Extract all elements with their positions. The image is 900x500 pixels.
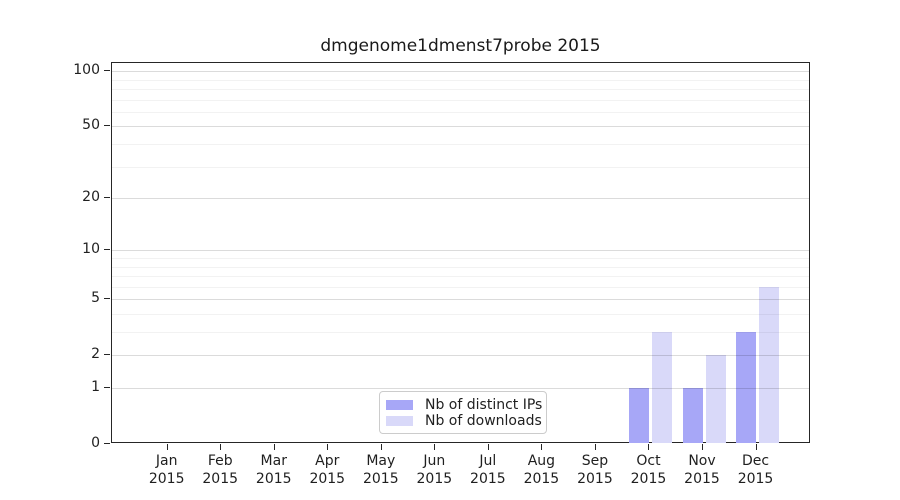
bars-layer bbox=[112, 63, 809, 443]
y-tick-mark bbox=[104, 387, 110, 388]
x-tick-label: Jan 2015 bbox=[148, 453, 185, 487]
y-tick-label: 5 bbox=[91, 290, 100, 307]
x-tick-mark bbox=[755, 444, 757, 450]
legend: Nb of distinct IPs Nb of downloads bbox=[379, 391, 547, 434]
x-tick-mark bbox=[702, 444, 703, 450]
x-tick-mark bbox=[648, 444, 650, 450]
minor-gridline bbox=[112, 99, 809, 101]
x-tick-label: Mar 2015 bbox=[255, 453, 292, 487]
x-tick-mark bbox=[273, 444, 275, 450]
legend-swatch-downloads bbox=[386, 415, 413, 426]
major-gridline bbox=[112, 71, 809, 73]
minor-gridline bbox=[112, 266, 809, 268]
y-tick-label: 2 bbox=[91, 346, 100, 363]
y-tick-mark bbox=[104, 197, 110, 199]
y-tick-mark bbox=[104, 354, 110, 356]
x-tick-label: Nov 2015 bbox=[684, 453, 720, 487]
legend-swatch-distinct-ips bbox=[386, 399, 413, 410]
major-gridline bbox=[112, 388, 809, 389]
legend-label-downloads: Nb of downloads bbox=[425, 412, 542, 429]
y-tick-mark bbox=[104, 70, 110, 72]
legend-item-distinct-ips: Nb of distinct IPs bbox=[386, 397, 542, 413]
x-tick-label: Apr 2015 bbox=[309, 453, 346, 487]
major-gridline bbox=[112, 198, 809, 200]
x-tick-mark bbox=[594, 444, 596, 450]
x-tick-mark bbox=[220, 444, 222, 450]
plot-area bbox=[111, 62, 810, 443]
minor-gridline bbox=[112, 79, 809, 81]
major-gridline bbox=[112, 299, 809, 301]
x-tick-mark bbox=[166, 444, 168, 450]
y-tick-label: 0 bbox=[91, 435, 100, 451]
x-tick-mark bbox=[434, 444, 436, 450]
minor-gridline bbox=[112, 286, 809, 288]
x-tick-label: Feb 2015 bbox=[202, 453, 239, 487]
y-tick-label: 10 bbox=[82, 241, 100, 258]
y-tick-label: 20 bbox=[82, 189, 100, 206]
y-tick-mark bbox=[104, 443, 110, 444]
bar-distinct-ips bbox=[628, 388, 649, 443]
minor-gridline bbox=[112, 258, 809, 259]
x-tick-label: Dec 2015 bbox=[737, 453, 774, 487]
chart-title: dmgenome1dmenst7probe 2015 bbox=[320, 36, 601, 56]
x-tick-label: Jun 2015 bbox=[416, 453, 453, 487]
x-tick-mark bbox=[487, 444, 489, 450]
y-tick-label: 1 bbox=[91, 379, 100, 395]
y-tick-label: 100 bbox=[73, 62, 100, 79]
bar-downloads bbox=[759, 286, 780, 443]
legend-label-distinct-ips: Nb of distinct IPs bbox=[425, 396, 543, 413]
x-tick-mark bbox=[541, 444, 543, 450]
bar-downloads bbox=[705, 355, 726, 443]
bar-distinct-ips bbox=[682, 388, 703, 443]
bar-downloads bbox=[651, 332, 672, 443]
legend-item-downloads: Nb of downloads bbox=[386, 413, 542, 429]
minor-gridline bbox=[112, 111, 809, 113]
minor-gridline bbox=[112, 313, 809, 315]
minor-gridline bbox=[112, 276, 809, 278]
minor-gridline bbox=[112, 166, 809, 168]
minor-gridline bbox=[112, 332, 809, 334]
y-tick-mark bbox=[104, 125, 110, 127]
x-tick-label: Oct 2015 bbox=[630, 453, 667, 487]
x-tick-label: Sep 2015 bbox=[577, 453, 613, 487]
y-tick-label: 50 bbox=[82, 117, 100, 134]
x-tick-mark bbox=[380, 444, 382, 450]
x-tick-label: Jul 2015 bbox=[470, 453, 506, 487]
major-gridline bbox=[112, 250, 809, 252]
major-gridline bbox=[112, 355, 809, 357]
grid-layer bbox=[112, 63, 809, 442]
x-tick-mark bbox=[327, 444, 329, 450]
x-tick-label: May 2015 bbox=[362, 453, 399, 487]
y-tick-mark bbox=[104, 249, 110, 251]
minor-gridline bbox=[112, 89, 809, 91]
major-gridline bbox=[112, 126, 809, 128]
y-tick-mark bbox=[104, 298, 110, 300]
bar-distinct-ips bbox=[736, 332, 757, 443]
x-tick-label: Aug 2015 bbox=[523, 453, 560, 487]
minor-gridline bbox=[112, 144, 809, 146]
